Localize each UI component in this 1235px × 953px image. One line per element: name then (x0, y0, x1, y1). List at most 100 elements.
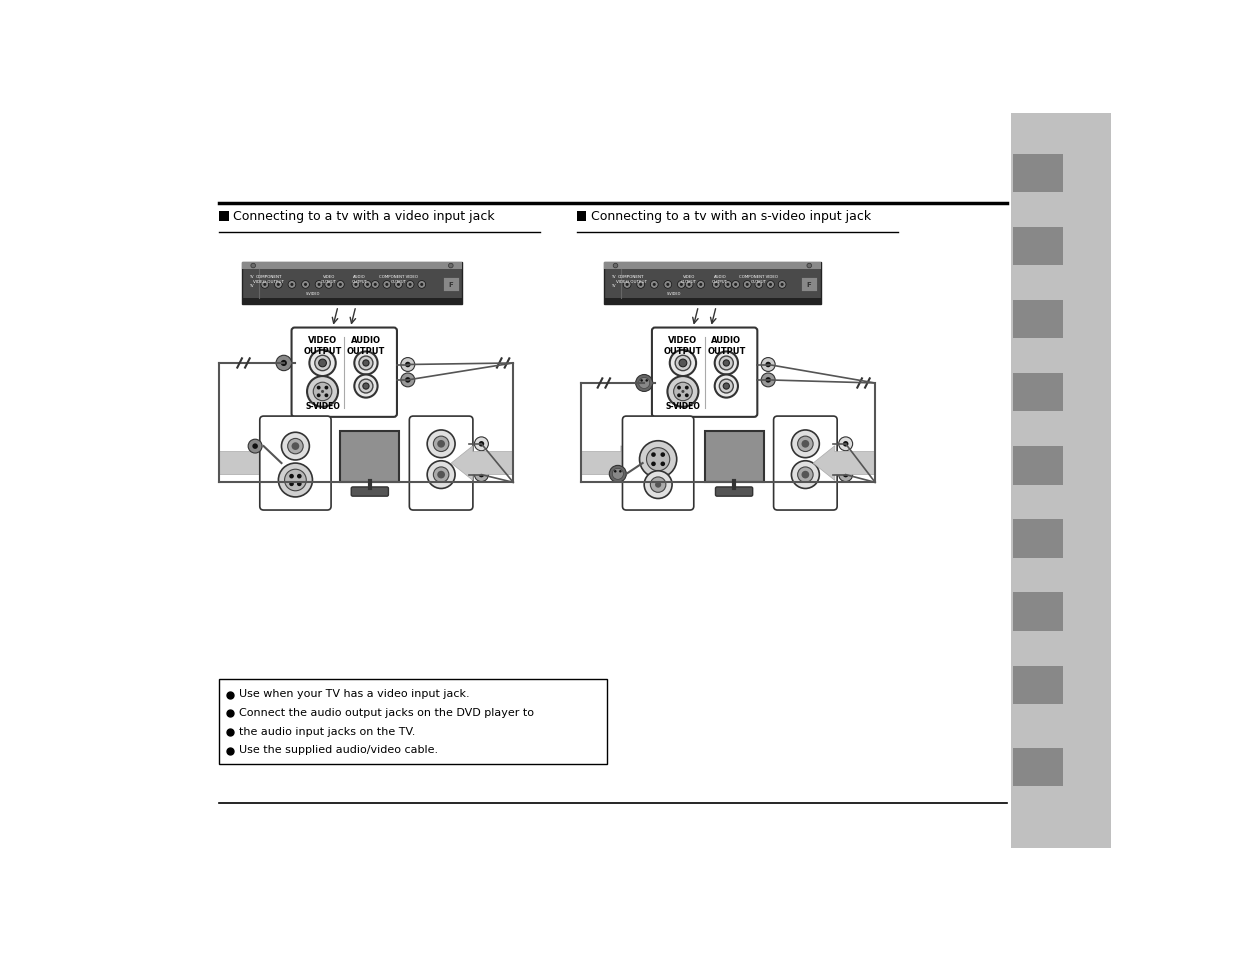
FancyBboxPatch shape (242, 262, 462, 305)
Circle shape (619, 471, 621, 473)
Circle shape (301, 281, 310, 289)
Bar (220, 212, 228, 221)
Text: AUDIO
OUTPUT: AUDIO OUTPUT (352, 274, 368, 283)
Circle shape (277, 284, 280, 287)
Circle shape (354, 352, 378, 375)
Circle shape (626, 284, 629, 287)
Circle shape (640, 441, 677, 478)
Circle shape (734, 284, 737, 287)
Text: COMPONENT VIDEO
OUTPUT: COMPONENT VIDEO OUTPUT (379, 274, 417, 283)
Bar (1013, 300, 1063, 339)
Bar (443, 277, 458, 292)
Text: VIDEO
OUTPUT: VIDEO OUTPUT (682, 274, 697, 283)
Circle shape (646, 379, 648, 382)
Text: TV: TV (248, 284, 253, 288)
Circle shape (676, 355, 690, 372)
Circle shape (316, 386, 321, 390)
Circle shape (724, 383, 730, 390)
Bar (1013, 666, 1063, 704)
Circle shape (278, 463, 312, 497)
Circle shape (296, 482, 301, 487)
Text: COMPONENT
VIDEO OUTPUT: COMPONENT VIDEO OUTPUT (615, 274, 646, 283)
Circle shape (767, 281, 774, 289)
Circle shape (395, 281, 403, 289)
Circle shape (448, 264, 453, 269)
Circle shape (321, 391, 324, 394)
Text: VIDEO
OUTPUT: VIDEO OUTPUT (321, 274, 337, 283)
Circle shape (842, 441, 848, 447)
Circle shape (354, 284, 357, 287)
Circle shape (638, 378, 650, 389)
FancyArrow shape (451, 446, 514, 481)
Bar (604, 298, 821, 305)
Circle shape (677, 394, 680, 397)
Circle shape (646, 448, 669, 472)
Circle shape (724, 281, 732, 289)
Circle shape (304, 284, 308, 287)
Circle shape (282, 433, 310, 460)
Circle shape (792, 431, 819, 458)
Text: Use when your TV has a video input jack.: Use when your TV has a video input jack. (238, 688, 469, 699)
Circle shape (651, 281, 658, 289)
Circle shape (474, 468, 488, 482)
Bar (220, 679, 608, 763)
Circle shape (319, 359, 326, 368)
Circle shape (396, 284, 400, 287)
Circle shape (655, 482, 661, 488)
Circle shape (637, 281, 645, 289)
Circle shape (640, 379, 643, 382)
Circle shape (613, 264, 618, 269)
Circle shape (263, 284, 267, 287)
Circle shape (666, 284, 669, 287)
Circle shape (325, 394, 329, 397)
Circle shape (678, 281, 685, 289)
Circle shape (673, 383, 693, 401)
Circle shape (766, 377, 771, 383)
Circle shape (280, 360, 287, 367)
Circle shape (719, 356, 734, 371)
Text: AUDIO
OUTPUT: AUDIO OUTPUT (347, 335, 385, 355)
Circle shape (613, 469, 624, 480)
Circle shape (798, 467, 813, 483)
Circle shape (732, 281, 740, 289)
Circle shape (713, 281, 720, 289)
Circle shape (781, 284, 784, 287)
Bar (1013, 519, 1063, 558)
Circle shape (420, 284, 424, 287)
Circle shape (363, 360, 369, 367)
Circle shape (792, 461, 819, 489)
Circle shape (325, 386, 329, 390)
Circle shape (609, 466, 626, 483)
Circle shape (474, 437, 488, 452)
Text: Connect the audio output jacks on the DVD player to: Connect the audio output jacks on the DV… (238, 707, 534, 717)
Circle shape (315, 281, 322, 289)
Circle shape (405, 362, 410, 368)
FancyArrow shape (813, 446, 876, 481)
Circle shape (679, 284, 683, 287)
FancyBboxPatch shape (622, 416, 694, 511)
Circle shape (427, 431, 454, 458)
Circle shape (661, 462, 666, 467)
Circle shape (352, 281, 359, 289)
FancyArrow shape (580, 446, 642, 481)
Circle shape (699, 284, 703, 287)
Circle shape (679, 359, 687, 368)
Bar (802, 277, 818, 292)
Circle shape (401, 374, 415, 388)
Circle shape (806, 264, 811, 269)
Circle shape (624, 281, 631, 289)
Circle shape (354, 375, 378, 398)
Bar (1013, 154, 1063, 193)
Circle shape (291, 443, 299, 451)
Circle shape (363, 383, 369, 390)
Circle shape (359, 356, 373, 371)
Bar (242, 298, 462, 305)
Circle shape (308, 376, 338, 408)
Circle shape (651, 453, 656, 457)
Circle shape (277, 355, 291, 372)
FancyBboxPatch shape (259, 416, 331, 511)
Circle shape (755, 281, 763, 289)
Circle shape (427, 461, 454, 489)
Circle shape (640, 284, 642, 287)
Text: S-VIDEO: S-VIDEO (666, 401, 700, 411)
